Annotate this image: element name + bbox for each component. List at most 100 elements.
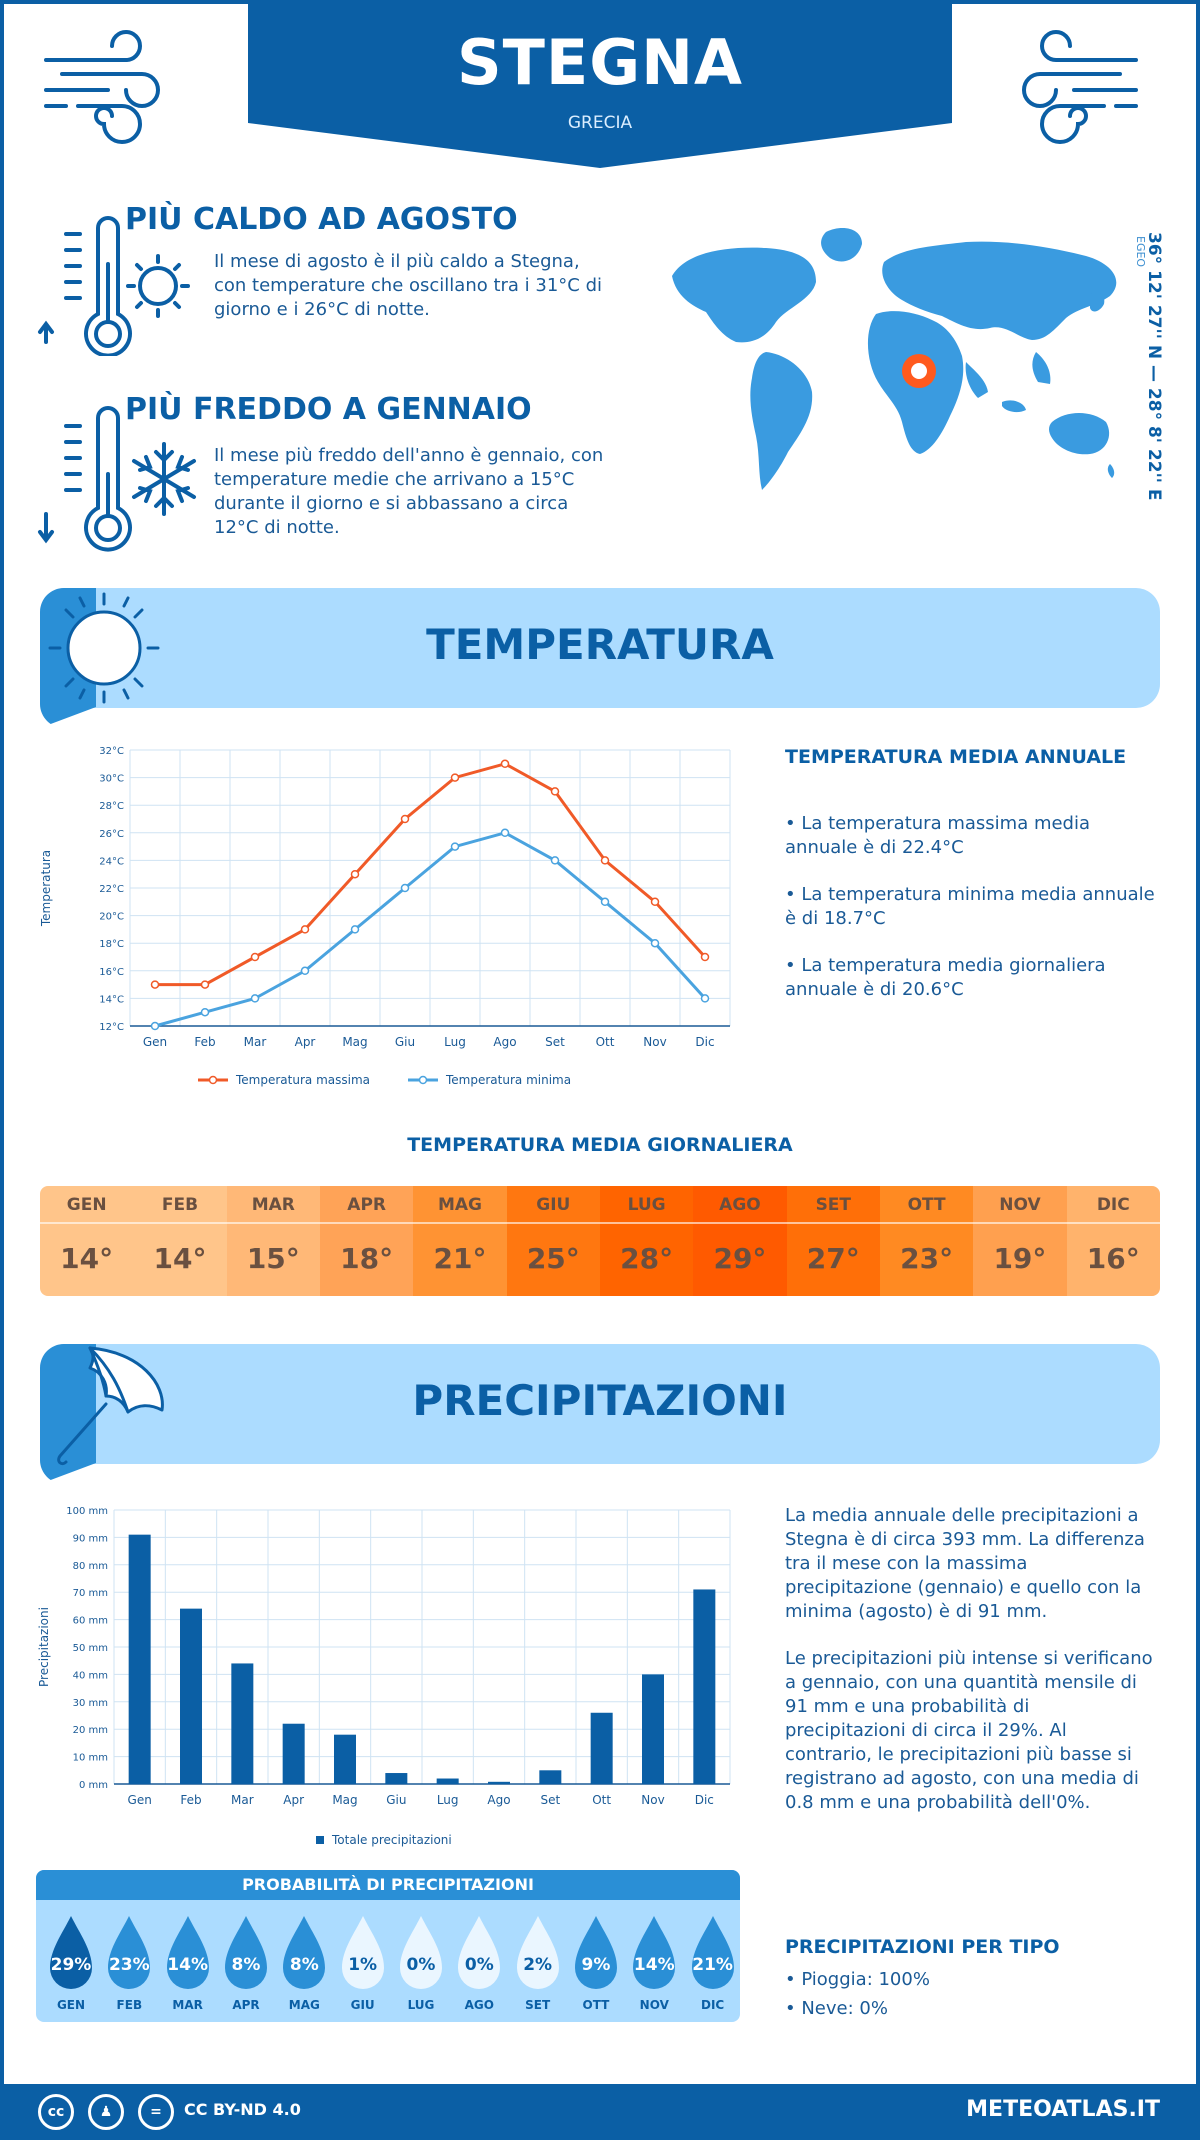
site-link[interactable]: METEOATLAS.IT <box>966 2097 1160 2122</box>
temp-cell-ago: AGO 29° <box>693 1186 787 1296</box>
daily-temperature-title: TEMPERATURA MEDIA GIORNALIERA <box>407 1134 793 1156</box>
raindrop-icon <box>458 1916 501 1989</box>
probability-drop-apr: 8% APR <box>217 1912 275 2012</box>
annual-avg-text: • La temperatura media giornaliera annua… <box>785 955 1106 1000</box>
temp-cell-set: SET 27° <box>786 1186 880 1296</box>
y-tick-label: 30°C <box>99 774 124 785</box>
coordinates-region: EGEO <box>1134 236 1147 268</box>
raindrop-shape <box>458 1916 501 1989</box>
probability-month: MAR <box>172 1998 203 2012</box>
temp-month-label: DIC <box>1066 1186 1160 1224</box>
x-tick-label: Giu <box>395 1035 415 1049</box>
data-point <box>500 759 510 769</box>
probability-drops: 29% GEN 23% FEB 14% MAR 8% APR 8% MAG 1% GIU 0% LUG 0%… <box>42 1912 740 2012</box>
no-derivatives-icon: = <box>138 2094 174 2130</box>
y-tick-label: 100 mm <box>66 1506 108 1517</box>
temp-value: 23° <box>900 1242 954 1275</box>
raindrop-icon <box>283 1916 326 1989</box>
precipitation-bar <box>282 1723 305 1784</box>
temp-cell-mag: MAG 21° <box>413 1186 507 1296</box>
legend-swatch <box>316 1836 324 1844</box>
precipitation-probability-panel: PROBABILITÀ DI PRECIPITAZIONI 29% GEN 23% F… <box>36 1870 740 2022</box>
raindrop-icon <box>50 1916 92 1989</box>
cold-month-text: Il mese più freddo dell'anno è gennaio, … <box>214 445 604 538</box>
data-point <box>600 856 610 865</box>
x-tick-label: Feb <box>180 1793 201 1807</box>
data-point <box>150 980 160 989</box>
precipitation-bar <box>642 1674 664 1784</box>
data-point <box>700 994 710 1003</box>
raindrop-shape <box>574 1916 617 1989</box>
data-point <box>700 952 710 962</box>
legend-label: Temperatura massima <box>235 1073 370 1087</box>
temp-value: 19° <box>993 1242 1047 1275</box>
temp-cell-ott: OTT 23° <box>879 1186 974 1296</box>
data-point <box>200 980 210 989</box>
data-point <box>200 1007 210 1017</box>
probability-month: LUG <box>407 1998 435 2012</box>
probability-value: 9% <box>581 1955 611 1975</box>
temp-value: 18° <box>340 1242 394 1275</box>
data-point <box>450 842 460 851</box>
probability-title: PROBABILITÀ DI PRECIPITAZIONI <box>36 1870 740 1900</box>
temp-cell-feb: FEB 14° <box>133 1186 227 1296</box>
probability-drop-ago: 0% AGO <box>450 1912 508 2012</box>
wind-icon-left <box>44 30 160 144</box>
data-point <box>650 897 660 907</box>
probability-value: 8% <box>231 1955 261 1975</box>
temp-month-label: LUG <box>599 1186 694 1224</box>
temp-month-label: APR <box>319 1186 414 1224</box>
y-tick-label: 32°C <box>99 746 124 757</box>
legend-label: Totale precipitazioni <box>331 1833 452 1847</box>
coordinates: 36° 12' 27'' N — 28° 8' 22'' E <box>1144 232 1164 501</box>
y-tick-label: 12°C <box>99 1022 124 1033</box>
probability-drop-mar: 14% MAR <box>159 1912 217 2012</box>
city-name: STEGNA <box>456 26 744 99</box>
probability-month: MAG <box>288 1998 320 2012</box>
temperature-section-header: TEMPERATURA <box>40 588 1160 728</box>
data-point <box>250 994 260 1003</box>
probability-value: 21% <box>692 1955 733 1975</box>
y-tick-label: 16°C <box>99 967 124 978</box>
temp-cell-lug: LUG 28° <box>599 1186 694 1296</box>
legend-marker <box>208 1075 218 1085</box>
x-tick-label: Mar <box>231 1793 254 1807</box>
temp-value: 21° <box>433 1242 487 1275</box>
raindrop-icon <box>166 1916 209 1989</box>
probability-drop-mag: 8% MAG <box>275 1912 333 2012</box>
probability-month: FEB <box>116 1998 143 2012</box>
probability-drop-set: 2% SET <box>509 1912 567 2012</box>
probability-drop-feb: 23% FEB <box>100 1912 158 2012</box>
probability-value: 14% <box>167 1955 208 1975</box>
temp-cell-mar: MAR 15° <box>226 1186 320 1296</box>
temperature-section-title: TEMPERATURA <box>426 620 774 669</box>
x-tick-label: Apr <box>283 1793 304 1807</box>
x-tick-label: Lug <box>437 1793 459 1807</box>
precipitation-bar <box>128 1534 151 1784</box>
data-point <box>150 1021 160 1031</box>
temp-cell-gen: GEN 14° <box>40 1186 134 1296</box>
x-tick-label: Ago <box>493 1035 516 1049</box>
probability-month: DIC <box>700 1998 725 2012</box>
y-tick-label: 28°C <box>99 801 124 812</box>
x-tick-label: Giu <box>386 1793 406 1807</box>
y-tick-label: 60 mm <box>73 1616 108 1627</box>
rain-share: • Pioggia: 100% <box>785 1969 930 1990</box>
data-point <box>400 883 410 893</box>
data-point <box>450 773 460 782</box>
raindrop-shape <box>50 1916 92 1989</box>
license-label: CC BY-ND 4.0 <box>184 2100 301 2119</box>
raindrop-icon <box>574 1916 617 1989</box>
y-tick-label: 10 mm <box>73 1753 108 1764</box>
probability-month: NOV <box>639 1998 669 2012</box>
x-tick-label: Mar <box>244 1035 267 1049</box>
precipitation-bar <box>539 1770 562 1784</box>
temp-month-label: SET <box>786 1186 880 1224</box>
precipitation-bar <box>488 1781 510 1784</box>
precipitation-bar <box>693 1589 716 1784</box>
precipitation-bar <box>231 1663 254 1784</box>
data-point <box>550 856 560 865</box>
y-tick-label: 30 mm <box>73 1698 108 1709</box>
x-tick-label: Feb <box>194 1035 215 1049</box>
x-tick-label: Ott <box>596 1035 615 1049</box>
